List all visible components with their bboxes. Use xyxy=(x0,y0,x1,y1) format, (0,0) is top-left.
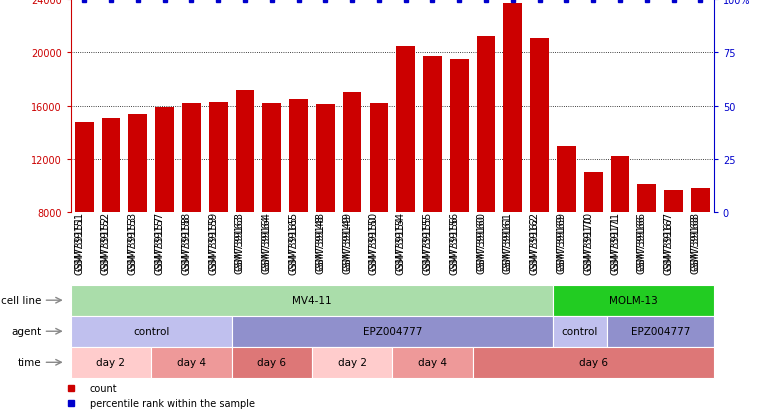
Text: GSM739156: GSM739156 xyxy=(449,215,460,274)
Text: time: time xyxy=(18,357,42,368)
Bar xyxy=(610,157,629,213)
Bar xyxy=(423,57,442,213)
Text: GSM739153: GSM739153 xyxy=(128,215,138,274)
Bar xyxy=(289,100,308,213)
Text: GSM739149: GSM739149 xyxy=(342,215,352,274)
Text: control: control xyxy=(133,326,170,337)
Text: day 4: day 4 xyxy=(177,357,205,368)
Bar xyxy=(182,104,201,213)
Text: cell line: cell line xyxy=(2,295,42,306)
Text: agent: agent xyxy=(11,326,42,337)
Text: percentile rank within the sample: percentile rank within the sample xyxy=(90,398,255,408)
Text: GSM739170: GSM739170 xyxy=(583,215,594,274)
Bar xyxy=(209,102,228,213)
Bar xyxy=(263,104,281,213)
Text: GSM739150: GSM739150 xyxy=(369,215,379,274)
Bar xyxy=(101,118,120,213)
Bar xyxy=(584,173,603,213)
Text: day 2: day 2 xyxy=(97,357,126,368)
Text: day 6: day 6 xyxy=(257,357,286,368)
Text: GSM739167: GSM739167 xyxy=(664,215,673,274)
Bar xyxy=(155,108,174,213)
Text: GSM739159: GSM739159 xyxy=(209,215,218,274)
Text: GSM739165: GSM739165 xyxy=(288,215,298,274)
Text: EPZ004777: EPZ004777 xyxy=(362,326,422,337)
Bar xyxy=(557,146,576,213)
Text: day 4: day 4 xyxy=(418,357,447,368)
Text: GSM739171: GSM739171 xyxy=(610,215,620,274)
Bar xyxy=(370,104,388,213)
Bar xyxy=(530,38,549,213)
Text: GSM739155: GSM739155 xyxy=(422,215,432,274)
Text: GSM739152: GSM739152 xyxy=(101,215,111,274)
Text: control: control xyxy=(562,326,598,337)
Bar xyxy=(476,37,495,213)
Text: EPZ004777: EPZ004777 xyxy=(631,326,690,337)
Bar xyxy=(396,47,415,213)
Bar xyxy=(691,189,710,213)
Text: GSM739163: GSM739163 xyxy=(235,215,245,274)
Bar xyxy=(129,114,147,213)
Text: GSM739151: GSM739151 xyxy=(74,215,84,274)
Text: GSM739160: GSM739160 xyxy=(476,215,486,274)
Text: MV4-11: MV4-11 xyxy=(292,295,332,306)
Text: GSM739148: GSM739148 xyxy=(315,215,325,274)
Bar xyxy=(75,122,94,213)
Text: GSM739169: GSM739169 xyxy=(556,215,566,274)
Bar xyxy=(342,93,361,213)
Bar xyxy=(638,185,656,213)
Text: GSM739164: GSM739164 xyxy=(262,215,272,274)
Text: GSM739154: GSM739154 xyxy=(396,215,406,274)
Text: GSM739168: GSM739168 xyxy=(690,215,700,274)
Bar xyxy=(316,105,335,213)
Bar xyxy=(450,60,469,213)
Bar xyxy=(236,90,254,213)
Text: GSM739166: GSM739166 xyxy=(637,215,647,274)
Text: MOLM-13: MOLM-13 xyxy=(609,295,658,306)
Text: GSM739162: GSM739162 xyxy=(530,215,540,274)
Bar xyxy=(504,4,522,213)
Text: GSM739161: GSM739161 xyxy=(503,215,513,274)
Text: day 6: day 6 xyxy=(579,357,608,368)
Text: day 2: day 2 xyxy=(338,357,367,368)
Text: GSM739157: GSM739157 xyxy=(154,215,164,274)
Bar xyxy=(664,190,683,213)
Text: GSM739158: GSM739158 xyxy=(181,215,191,274)
Text: count: count xyxy=(90,383,117,393)
